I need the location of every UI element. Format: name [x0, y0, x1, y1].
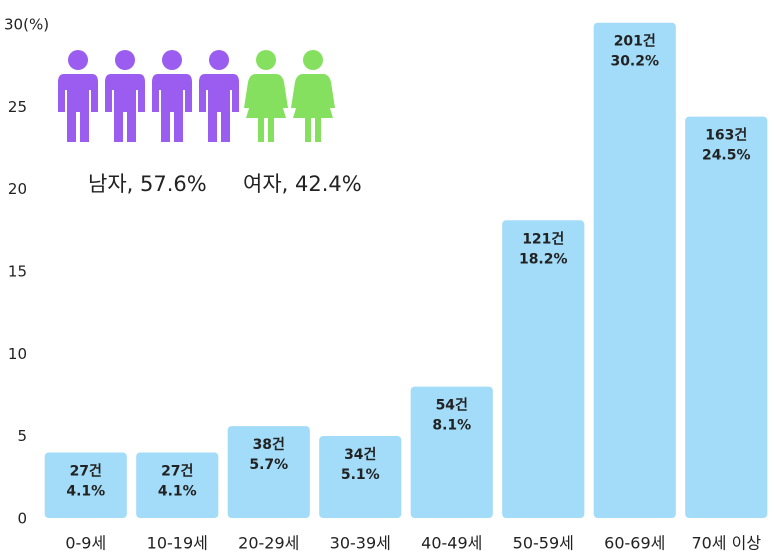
bar [42, 450, 129, 520]
y-tick-label: 15 [8, 263, 27, 281]
x-tick-label: 40-49세 [421, 534, 482, 553]
value-label: 24.5% [702, 148, 751, 164]
x-tick-label: 70세 이상 [691, 534, 761, 553]
count-label: 121건 [522, 230, 564, 247]
y-tick-label: 20 [8, 180, 27, 198]
count-label: 38건 [253, 436, 285, 453]
count-label: 201건 [614, 33, 656, 50]
bar [408, 384, 495, 520]
female-icons [244, 50, 335, 142]
value-label: 8.1% [432, 418, 471, 434]
count-label: 27건 [161, 462, 193, 479]
bar [225, 424, 312, 521]
value-label: 4.1% [158, 483, 197, 499]
x-tick-label: 60-69세 [604, 534, 665, 553]
female-annotation: 여자, 42.4% [243, 172, 362, 196]
bar [591, 20, 678, 521]
x-tick-label: 20-29세 [238, 534, 299, 553]
count-label: 27건 [70, 462, 102, 479]
bar [317, 434, 404, 520]
count-label: 34건 [344, 446, 376, 463]
value-label: 18.2% [519, 251, 568, 267]
x-tick-label: 30-39세 [330, 534, 391, 553]
value-label: 4.1% [66, 483, 105, 499]
y-tick-label: 5 [17, 427, 27, 445]
count-label: 163건 [705, 127, 747, 144]
male-annotation: 남자, 57.6% [88, 172, 207, 196]
y-tick-label: 30(%) [4, 16, 49, 34]
x-tick-label: 0-9세 [65, 534, 106, 553]
count-label: 54건 [436, 397, 468, 414]
value-label: 5.7% [249, 457, 288, 473]
y-tick-label: 25 [8, 98, 27, 116]
y-tick-label: 10 [8, 345, 27, 363]
value-label: 5.1% [341, 467, 380, 483]
x-tick-label: 10-19세 [147, 534, 208, 553]
bar [134, 450, 221, 520]
value-label: 30.2% [610, 54, 659, 70]
y-tick-label: 0 [17, 510, 27, 528]
bar [683, 114, 770, 520]
bar [500, 218, 587, 520]
male-icons [58, 50, 239, 142]
x-tick-label: 50-59세 [513, 534, 574, 553]
